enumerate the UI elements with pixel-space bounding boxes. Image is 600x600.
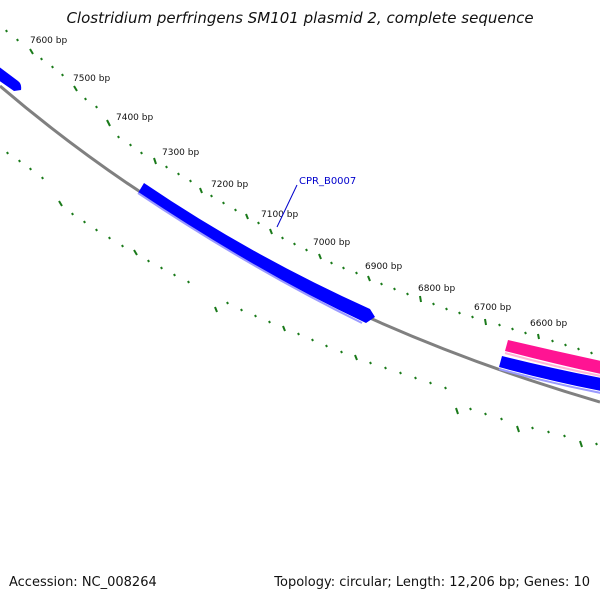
tick-label: 7100 bp	[261, 210, 298, 220]
inner-tick-ring	[6, 151, 598, 448]
tick-label: 6900 bp	[365, 262, 402, 272]
tick-label: 7200 bp	[211, 180, 248, 190]
gene-cpr-b0007[interactable]	[137, 183, 375, 324]
gene-label-leader	[276, 184, 298, 228]
gene-forward-3[interactable]	[498, 356, 600, 394]
tick-label: 7400 bp	[116, 113, 153, 123]
outer-tick-ring	[5, 29, 593, 355]
tick-label: 7300 bp	[162, 148, 199, 158]
accession-text: Accession: NC_008264	[9, 575, 157, 590]
gene-forward-1[interactable]	[0, 66, 22, 91]
tick-label: 6700 bp	[474, 303, 511, 313]
tick-label: 7500 bp	[73, 74, 110, 84]
gene-reverse-1[interactable]	[504, 340, 600, 377]
summary-text: Topology: circular; Length: 12,206 bp; G…	[273, 575, 590, 590]
tick-label: 7000 bp	[313, 238, 350, 248]
map-title: Clostridium perfringens SM101 plasmid 2,…	[66, 9, 533, 27]
gene-label-cpr-b0007[interactable]: CPR_B0007	[299, 176, 356, 187]
tick-labels: 7600 bp 7500 bp 7400 bp 7300 bp 7200 bp …	[30, 36, 567, 329]
tick-label: 6600 bp	[530, 319, 567, 329]
tick-label: 6800 bp	[418, 284, 455, 294]
tick-label: 7600 bp	[30, 36, 67, 46]
